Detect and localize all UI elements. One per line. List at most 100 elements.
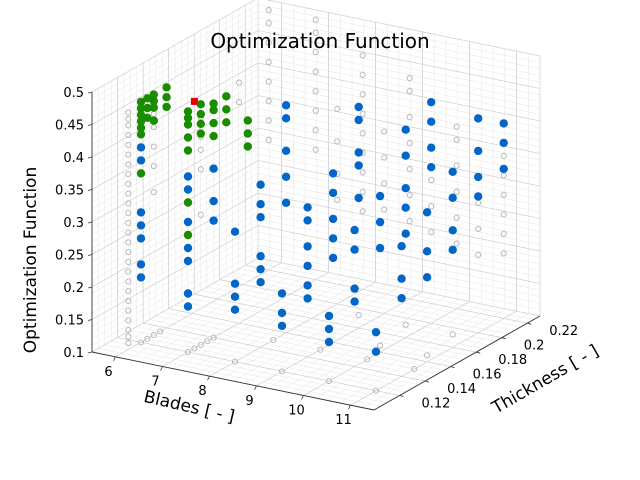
point-feasible [324,311,334,321]
point-feasible [136,221,146,230]
point-all [359,52,366,59]
grid-line [91,62,259,158]
point-all [125,122,132,129]
point-all [125,190,132,197]
grid-line [257,225,541,284]
point-all [359,188,366,195]
grid-line [219,279,502,338]
z-tick-mark [87,351,93,354]
point-feasible [401,184,410,193]
grid-line [257,134,541,193]
grid-line [168,308,451,367]
grid-line [91,82,259,177]
point-feasible [328,214,338,224]
point-all [184,348,192,356]
point-pareto [209,105,218,115]
point-all [204,338,211,345]
grid-line [91,108,259,203]
point-all [377,342,384,349]
point-all [144,335,151,342]
point-all [359,110,366,117]
point-all [312,88,319,95]
point-all [231,358,239,365]
point-feasible [230,305,240,314]
grid-line [91,166,259,262]
grid-line [257,36,541,96]
grid-line [213,283,496,342]
z-tick-label: 0.3 [63,216,84,231]
point-feasible [397,242,406,251]
grid-line [257,88,541,148]
point-feasible [136,208,146,217]
point-pareto [149,116,158,125]
point-feasible [401,151,410,160]
point-all [125,200,132,207]
grid-line [91,17,259,112]
point-all [381,128,388,135]
grid-line [194,293,477,353]
point-feasible [324,337,334,347]
y-tick-label: 0.22 [549,324,578,339]
point-pareto [196,119,205,128]
grid-line [257,56,541,115]
point-feasible [230,279,240,288]
point-all [125,327,132,334]
point-feasible [303,216,312,225]
y-tick-mark [476,351,481,354]
grid-line [206,286,489,346]
point-all [453,136,460,143]
point-feasible [499,164,508,174]
y-tick-mark [501,337,506,340]
point-all [137,339,145,346]
grid-line [91,231,259,327]
point-all [453,214,460,221]
point-all [334,105,341,112]
grid-line [91,186,259,281]
point-all [191,345,198,352]
point-all [265,7,272,14]
point-all [125,340,132,347]
point-pareto [136,104,146,113]
point-feasible [427,98,436,107]
point-all [125,229,132,236]
y-tick-label: 0.12 [422,397,451,412]
point-pareto [183,230,193,240]
grid-line [123,333,406,393]
point-all [449,331,456,338]
point-feasible [303,281,312,290]
y-tick-label: 0.2 [524,339,545,354]
grid-line [257,101,541,161]
point-pareto [136,123,146,133]
point-all [265,78,272,85]
x-tick-mark [254,385,257,390]
point-all [334,196,341,203]
point-feasible [230,292,240,301]
point-feasible [422,247,432,256]
tick-labels: 678910110.120.140.160.180.20.220.10.150.… [55,86,578,428]
grid-line [91,238,259,333]
frame-edge [265,0,541,57]
z-tick-label: 0.15 [55,314,84,329]
point-pareto [243,129,252,138]
point-all [312,16,319,23]
grid-line [238,268,521,328]
grid-line [257,69,541,128]
point-feasible [281,101,291,110]
point-feasible [303,261,312,271]
point-all [500,152,507,159]
grid-line [257,49,541,109]
point-all [312,146,319,153]
point-all [325,377,333,385]
point-all [406,140,413,147]
grid-line [174,304,458,364]
point-all [500,191,507,198]
point-all [197,166,204,173]
frame-edge [91,257,259,353]
grid-line [257,160,541,219]
z-tick-mark [87,124,93,126]
point-feasible [136,260,146,269]
point-feasible [136,156,146,165]
point-feasible [427,117,436,126]
point-feasible [303,242,312,251]
x-tick-mark [160,366,163,371]
